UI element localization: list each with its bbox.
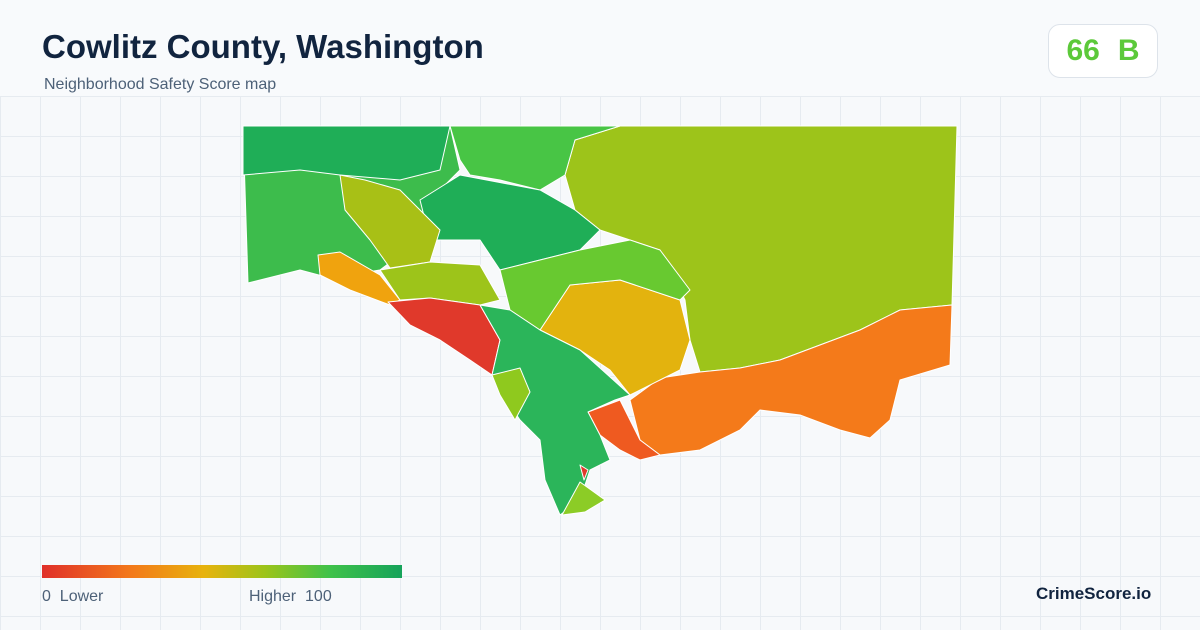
legend-min-group: 0 Lower	[42, 588, 103, 606]
subtitle: Neighborhood Safety Score map	[44, 76, 277, 93]
title: Cowlitz County, Washington	[42, 28, 484, 65]
score-grade: B	[1117, 34, 1140, 67]
region	[491, 367, 531, 421]
region	[587, 399, 661, 461]
score-badge: 66 B	[1048, 24, 1158, 78]
region	[561, 481, 606, 516]
region	[379, 261, 501, 306]
legend-max: 100	[305, 588, 332, 605]
header	[0, 0, 1200, 96]
legend-min: 0	[42, 588, 51, 605]
score-value: 66	[1066, 34, 1100, 67]
region	[579, 464, 589, 481]
legend-max-label: Higher	[249, 588, 297, 605]
legend-max-group: Higher 100	[249, 588, 332, 606]
region	[242, 125, 451, 181]
brand: CrimeScore.io	[1036, 584, 1152, 603]
legend-gradient	[42, 565, 402, 578]
legend-min-label: Lower	[59, 588, 104, 605]
